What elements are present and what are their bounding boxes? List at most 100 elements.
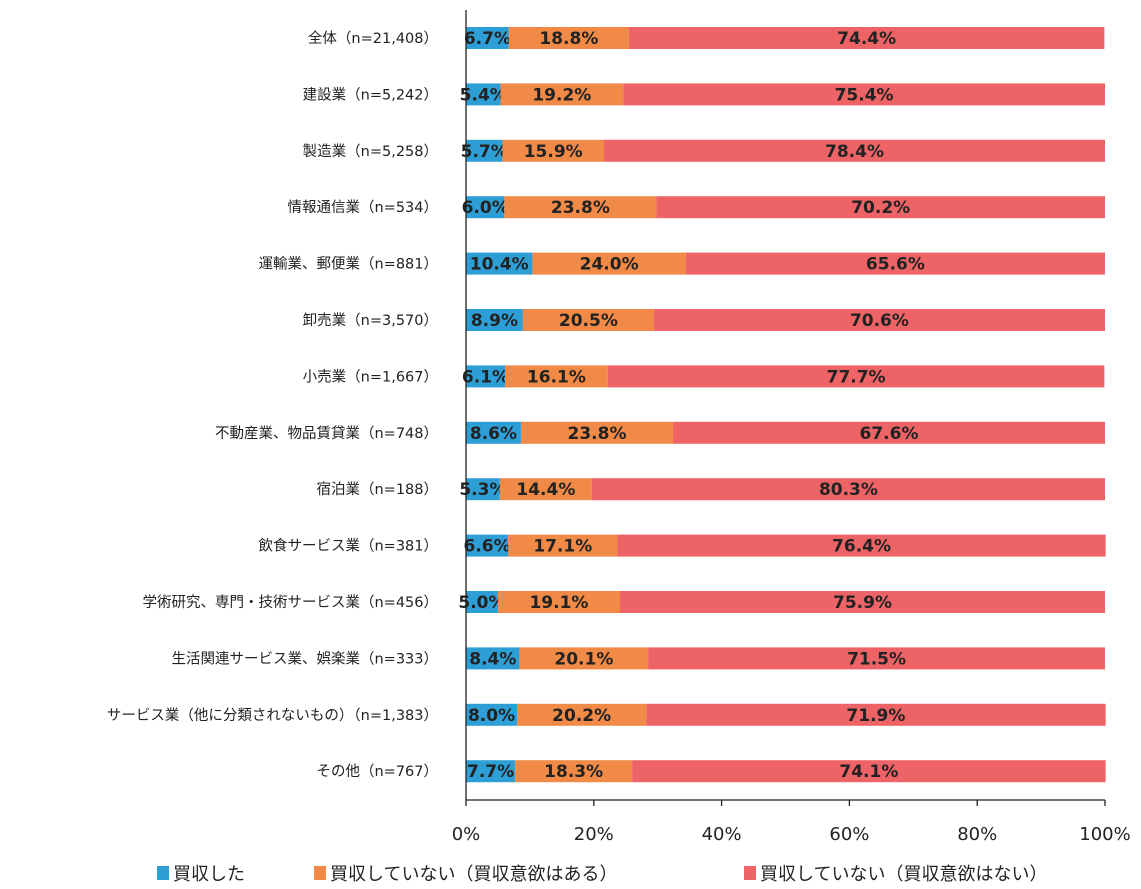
bar-segment [648, 647, 1105, 670]
bar-segment [466, 365, 505, 388]
bar-segment [685, 252, 1105, 275]
bar-segment [591, 478, 1105, 501]
x-tick-label: 60% [829, 824, 869, 845]
category-label: 宿泊業（n=188） [316, 481, 438, 498]
category-label: 建設業（n=5,242） [303, 86, 438, 103]
category-label: 生活関連サービス業、娯楽業（n=333） [171, 650, 438, 667]
bar-segment [502, 139, 605, 162]
data-label: 65.6% [866, 255, 925, 275]
data-label: 6.0% [462, 198, 509, 218]
data-label: 8.6% [470, 424, 517, 444]
bar-segment [504, 365, 608, 388]
bar-segment [532, 252, 686, 275]
legend-label: 買収していない（買収意欲はない） [760, 864, 1047, 885]
data-label: 70.6% [850, 311, 909, 331]
data-label: 8.0% [468, 706, 515, 726]
data-label: 18.8% [539, 29, 598, 49]
x-tick-label: 20% [574, 824, 614, 845]
bar-segment [619, 591, 1105, 613]
data-label: 23.8% [568, 424, 627, 444]
bar-segment [519, 647, 649, 670]
bar-segment [466, 703, 518, 726]
data-label: 78.4% [825, 142, 884, 162]
category-label: 学術研究、専門・技術サービス業（n=456） [142, 594, 438, 611]
data-label: 10.4% [470, 255, 529, 275]
bar-segment [623, 83, 1105, 106]
data-label: 75.9% [833, 593, 892, 613]
category-label: その他（n=767） [316, 763, 438, 780]
legend-swatch [744, 866, 756, 880]
data-label: 5.3% [459, 480, 506, 500]
data-label: 5.4% [460, 85, 507, 105]
legend-swatch [157, 866, 169, 880]
bar-segment [466, 309, 523, 331]
data-label: 20.5% [559, 311, 618, 331]
category-label: 小売業（n=1,667） [303, 368, 438, 385]
bar-segment [500, 83, 624, 106]
category-label: 情報通信業（n=534） [287, 199, 438, 216]
bar-segment [466, 139, 503, 162]
bar-segment [466, 647, 520, 670]
category-label: 製造業（n=5,258） [303, 143, 438, 160]
bar-segment [604, 139, 1105, 162]
bar-segment [466, 760, 516, 783]
data-label: 6.6% [464, 537, 511, 557]
bar-segment [466, 252, 533, 275]
bar-segment [466, 83, 501, 106]
data-label: 23.8% [551, 198, 610, 218]
category-label: 卸売業（n=3,570） [303, 312, 438, 329]
bar-segment [504, 196, 657, 219]
x-tick-label: 0% [452, 824, 481, 845]
bar-segment [466, 534, 509, 557]
legend-label: 買収した [173, 864, 245, 885]
data-label: 15.9% [524, 142, 583, 162]
bar-segment [499, 478, 592, 501]
category-label: 運輸業、郵便業（n=881） [258, 256, 438, 273]
bar-segment [466, 591, 498, 613]
data-label: 5.0% [458, 593, 505, 613]
data-label: 74.4% [837, 29, 896, 49]
bar-segment [646, 703, 1106, 726]
category-label: 全体（n=21,408） [308, 29, 438, 47]
data-label: 16.1% [527, 367, 586, 387]
data-label: 24.0% [580, 255, 639, 275]
data-label: 6.7% [464, 29, 511, 49]
bar-segment [508, 534, 618, 557]
data-label: 19.1% [529, 593, 588, 613]
bar-segment [653, 309, 1105, 331]
data-label: 77.7% [827, 367, 886, 387]
x-tick-label: 100% [1079, 824, 1130, 845]
bar-segment [628, 27, 1105, 49]
bar-segment [656, 196, 1105, 219]
bar-segment [515, 760, 633, 783]
x-tick-label: 80% [957, 824, 997, 845]
category-label: サービス業（他に分類されないもの）（n=1,383） [107, 707, 438, 724]
bar-segment [466, 27, 509, 49]
bar-segment [632, 760, 1106, 783]
data-label: 20.2% [552, 706, 611, 726]
bar-segment [466, 421, 521, 444]
data-label: 5.7% [461, 142, 508, 162]
data-label: 80.3% [819, 480, 878, 500]
bar-segment [520, 421, 674, 444]
bar-segment [522, 309, 654, 331]
data-label: 71.5% [847, 649, 906, 669]
data-label: 70.2% [851, 198, 910, 218]
bar-segment [508, 27, 629, 49]
data-label: 67.6% [860, 424, 919, 444]
x-tick-label: 40% [702, 824, 742, 845]
data-label: 20.1% [554, 649, 613, 669]
bar-segment [673, 421, 1105, 444]
data-label: 7.7% [467, 762, 514, 782]
bar-segment [466, 478, 500, 501]
data-label: 8.9% [471, 311, 518, 331]
legend-swatch [314, 866, 326, 880]
bar-segment [607, 365, 1105, 388]
data-label: 76.4% [832, 537, 891, 557]
data-label: 18.3% [544, 762, 603, 782]
bar-segment [617, 534, 1106, 557]
bar-segment [517, 703, 647, 726]
bar-segment [497, 591, 620, 613]
data-label: 19.2% [532, 85, 591, 105]
